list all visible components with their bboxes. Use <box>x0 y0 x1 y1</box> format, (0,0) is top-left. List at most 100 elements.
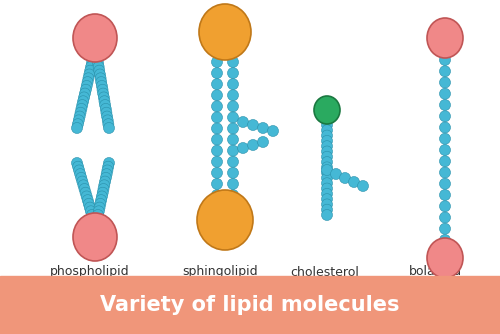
Ellipse shape <box>78 180 89 191</box>
Ellipse shape <box>248 140 258 151</box>
Ellipse shape <box>76 104 87 114</box>
Ellipse shape <box>73 213 117 261</box>
Ellipse shape <box>440 145 450 156</box>
Ellipse shape <box>86 57 98 68</box>
Ellipse shape <box>94 206 104 217</box>
Ellipse shape <box>92 57 104 68</box>
Text: sphingolipid: sphingolipid <box>182 266 258 279</box>
Ellipse shape <box>95 73 106 84</box>
Text: phospholipid: phospholipid <box>50 266 130 279</box>
Ellipse shape <box>103 119 114 130</box>
Ellipse shape <box>322 141 332 152</box>
Ellipse shape <box>98 88 108 99</box>
Ellipse shape <box>102 111 112 122</box>
Ellipse shape <box>97 84 108 95</box>
Ellipse shape <box>197 190 253 250</box>
Ellipse shape <box>86 209 98 220</box>
Ellipse shape <box>212 145 222 156</box>
Ellipse shape <box>99 96 110 107</box>
Ellipse shape <box>238 143 248 154</box>
Ellipse shape <box>228 56 238 67</box>
Ellipse shape <box>102 165 113 176</box>
Ellipse shape <box>322 135 332 146</box>
Ellipse shape <box>228 79 238 90</box>
Ellipse shape <box>79 183 90 194</box>
Ellipse shape <box>100 176 110 187</box>
Ellipse shape <box>268 126 278 137</box>
Ellipse shape <box>94 202 105 213</box>
Ellipse shape <box>212 67 222 78</box>
Ellipse shape <box>440 189 450 200</box>
Ellipse shape <box>440 212 450 223</box>
Ellipse shape <box>100 100 110 111</box>
Ellipse shape <box>212 123 222 134</box>
Ellipse shape <box>104 158 115 168</box>
Ellipse shape <box>228 134 238 145</box>
Ellipse shape <box>199 4 251 60</box>
Ellipse shape <box>212 134 222 145</box>
Ellipse shape <box>80 88 90 99</box>
Ellipse shape <box>322 183 332 194</box>
Ellipse shape <box>74 169 86 180</box>
Ellipse shape <box>77 100 88 111</box>
Ellipse shape <box>84 202 96 213</box>
Ellipse shape <box>212 189 222 200</box>
Ellipse shape <box>84 65 96 76</box>
Ellipse shape <box>322 151 332 162</box>
Ellipse shape <box>102 161 114 172</box>
Ellipse shape <box>97 187 108 198</box>
Ellipse shape <box>348 176 360 187</box>
Ellipse shape <box>74 165 85 176</box>
Ellipse shape <box>101 107 112 118</box>
Ellipse shape <box>95 198 106 209</box>
Ellipse shape <box>322 199 332 210</box>
Ellipse shape <box>101 169 112 180</box>
Ellipse shape <box>84 198 94 209</box>
Ellipse shape <box>212 112 222 123</box>
Ellipse shape <box>322 165 332 175</box>
Ellipse shape <box>81 80 92 92</box>
Ellipse shape <box>340 172 350 183</box>
Ellipse shape <box>427 18 463 58</box>
Ellipse shape <box>76 172 87 183</box>
Ellipse shape <box>84 69 95 80</box>
Ellipse shape <box>96 76 106 88</box>
Ellipse shape <box>440 234 450 245</box>
Ellipse shape <box>228 178 238 189</box>
Ellipse shape <box>440 88 450 99</box>
Ellipse shape <box>74 111 85 122</box>
Ellipse shape <box>322 178 332 189</box>
Ellipse shape <box>78 96 88 107</box>
Bar <box>0 276 500 334</box>
Ellipse shape <box>322 209 332 220</box>
Ellipse shape <box>238 117 248 128</box>
Ellipse shape <box>322 194 332 205</box>
Ellipse shape <box>440 133 450 144</box>
Ellipse shape <box>92 209 104 220</box>
Ellipse shape <box>228 189 238 200</box>
Ellipse shape <box>440 201 450 212</box>
Ellipse shape <box>248 120 258 131</box>
Ellipse shape <box>81 191 92 202</box>
Ellipse shape <box>93 61 104 72</box>
Ellipse shape <box>86 61 96 72</box>
Ellipse shape <box>212 101 222 112</box>
Ellipse shape <box>228 112 238 123</box>
Ellipse shape <box>72 119 84 130</box>
Ellipse shape <box>72 123 83 134</box>
Ellipse shape <box>78 92 90 103</box>
Ellipse shape <box>228 123 238 134</box>
Ellipse shape <box>82 195 93 206</box>
Ellipse shape <box>212 167 222 178</box>
Ellipse shape <box>440 223 450 234</box>
Ellipse shape <box>212 90 222 101</box>
Ellipse shape <box>96 191 108 202</box>
Ellipse shape <box>440 66 450 77</box>
Ellipse shape <box>330 168 342 179</box>
Ellipse shape <box>74 115 85 126</box>
Ellipse shape <box>94 69 106 80</box>
Ellipse shape <box>228 90 238 101</box>
Ellipse shape <box>440 122 450 133</box>
Ellipse shape <box>440 167 450 178</box>
Ellipse shape <box>73 14 117 62</box>
